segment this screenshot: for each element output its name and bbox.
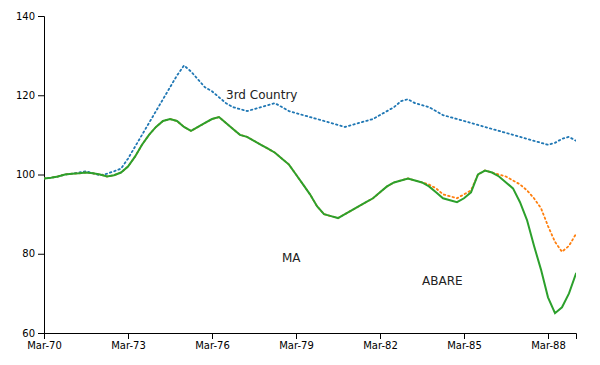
y-tick-mark [38, 16, 44, 17]
x-tick-mark [548, 333, 549, 339]
y-tick: 140 [16, 11, 44, 22]
y-tick-mark [38, 175, 44, 176]
y-tick-mark [38, 254, 44, 255]
x-tick-label: Mar-73 [111, 340, 146, 351]
x-tick-mark [380, 333, 381, 339]
y-tick: 120 [16, 90, 44, 101]
y-tick-mark [38, 333, 44, 334]
y-tick: 100 [16, 169, 44, 180]
x-tick-mark [464, 333, 465, 339]
series-line [44, 117, 576, 252]
annotation: 3rd Country [226, 88, 297, 102]
y-axis: 60 80 100 120 140 [16, 11, 45, 339]
chart: Mar-70 Mar-73 Mar-76 Mar-79 Mar-82 Mar-85 Mar-… [0, 0, 600, 365]
x-tick-mark [296, 333, 297, 339]
x-tick-label: Mar-82 [363, 340, 398, 351]
y-tick: 80 [22, 248, 44, 259]
annotation: MA [282, 251, 301, 265]
x-tick: Mar-82 [363, 333, 398, 351]
series-line [44, 117, 576, 313]
annotations: 3rd Country MA ABARE [226, 88, 463, 288]
x-tick: Mar-76 [195, 333, 230, 351]
x-axis: Mar-70 Mar-73 Mar-76 Mar-79 Mar-82 Mar-85 Mar-… [27, 333, 576, 351]
x-tick: Mar-73 [111, 333, 146, 351]
x-tick-mark [128, 333, 129, 339]
series-line [44, 66, 576, 179]
y-tick: 60 [22, 328, 44, 339]
x-tick-mark [212, 333, 213, 339]
x-tick-label: Mar-88 [531, 340, 566, 351]
y-tick-label: 100 [16, 169, 35, 180]
y-tick-label: 60 [22, 328, 35, 339]
lines [44, 66, 576, 314]
x-tick-label: Mar-79 [279, 340, 314, 351]
y-tick-mark [38, 95, 44, 96]
plot: Mar-70 Mar-73 Mar-76 Mar-79 Mar-82 Mar-85 Mar-… [16, 11, 577, 351]
x-tick: Mar-85 [447, 333, 482, 351]
y-tick-label: 80 [22, 248, 35, 259]
x-tick-label: Mar-70 [27, 340, 62, 351]
x-tick-label: Mar-76 [195, 340, 230, 351]
x-tick-label: Mar-85 [447, 340, 482, 351]
y-tick-label: 140 [16, 11, 35, 22]
annotation: ABARE [422, 274, 463, 288]
x-tick: Mar-88 [531, 333, 566, 351]
y-tick-label: 120 [16, 90, 35, 101]
x-tick: Mar-79 [279, 333, 314, 351]
y-axis-line [38, 17, 45, 334]
x-axis-line [45, 334, 577, 340]
